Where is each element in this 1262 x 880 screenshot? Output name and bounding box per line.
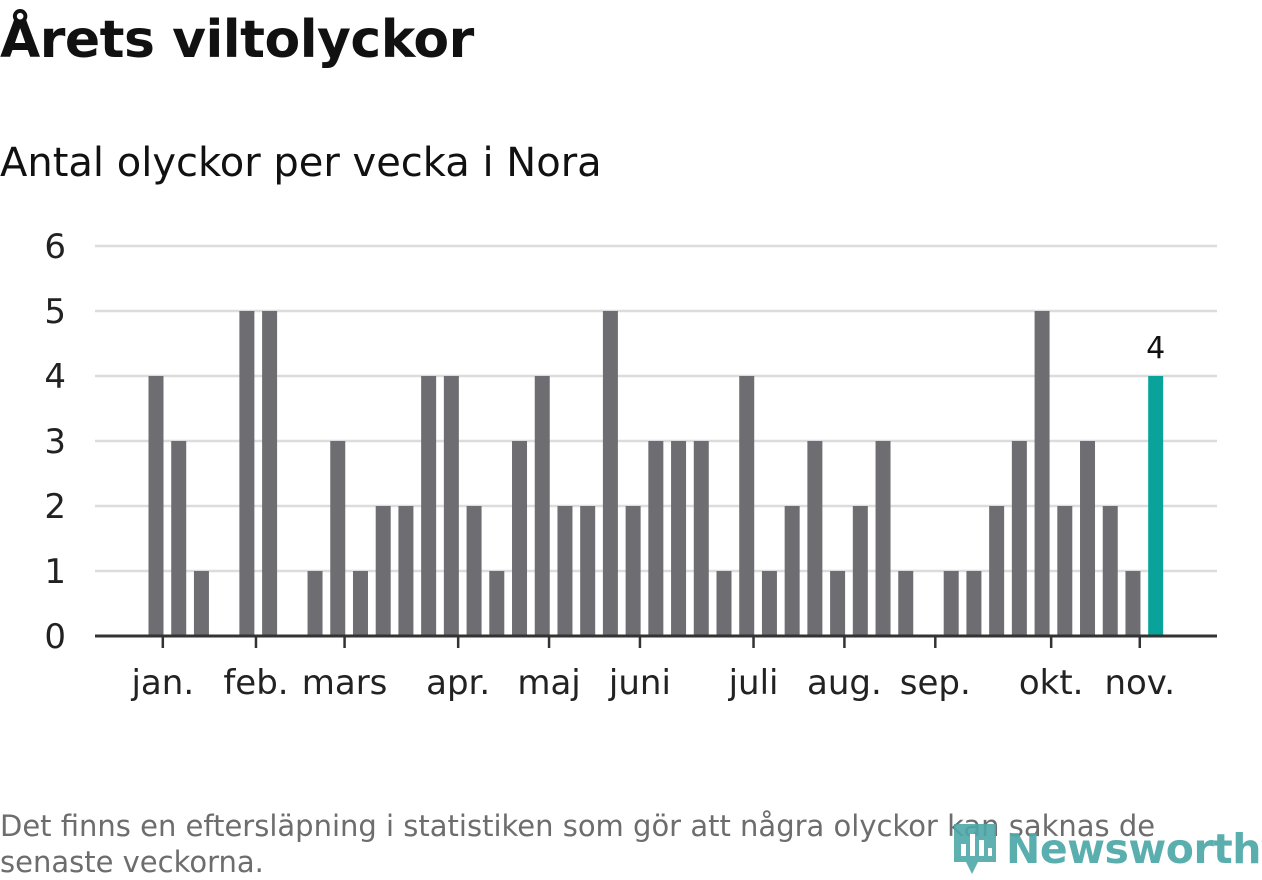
bar [580, 506, 596, 636]
y-tick-label: 1 [44, 552, 66, 592]
bar [625, 506, 641, 636]
x-tick-label: mars [302, 663, 388, 703]
bar [375, 506, 391, 636]
bar-chart: 0 1 2 3 4 5 6 jan. feb. mars apr. maj juni juli aug. s… [44, 227, 1217, 703]
bar-current-week [1148, 376, 1164, 636]
x-tick-label: nov. [1104, 663, 1175, 703]
bar [648, 441, 664, 636]
y-tick-label: 0 [44, 617, 66, 657]
bar [557, 506, 573, 636]
chart-title: Årets viltolyckor [0, 10, 474, 70]
bar [443, 376, 459, 636]
bar [671, 441, 687, 636]
y-tick-label: 4 [44, 357, 66, 397]
bar [1057, 506, 1073, 636]
current-week-value-label: 4 [1146, 331, 1165, 366]
bar [171, 441, 187, 636]
bar [966, 571, 982, 636]
y-tick-label: 5 [44, 292, 66, 332]
x-tick-label: apr. [426, 663, 490, 703]
bar [1011, 441, 1027, 636]
newsworthy-logo: Newsworthy [950, 820, 1262, 878]
bar [1034, 311, 1050, 636]
bar [716, 571, 732, 636]
bar [148, 376, 164, 636]
bar [489, 571, 505, 636]
bars [148, 311, 1164, 636]
bar [602, 311, 618, 636]
bar [193, 571, 209, 636]
x-tick-label: okt. [1019, 663, 1084, 703]
x-tick-label: juli [728, 663, 779, 703]
bar [875, 441, 891, 636]
y-axis-ticks: 0 1 2 3 4 5 6 [44, 227, 66, 657]
bar [830, 571, 846, 636]
bar [852, 506, 868, 636]
bar [761, 571, 777, 636]
bar [1102, 506, 1118, 636]
x-tick-label: maj [517, 663, 580, 703]
bar [693, 441, 709, 636]
bar [239, 311, 255, 636]
bar [943, 571, 959, 636]
bar [352, 571, 368, 636]
bar-chart-logo-icon [954, 824, 996, 874]
bar [307, 571, 323, 636]
y-tick-label: 6 [44, 227, 66, 267]
bar [421, 376, 437, 636]
bar [807, 441, 823, 636]
x-tick-label: jan. [130, 663, 194, 703]
bar [466, 506, 482, 636]
bar [739, 376, 755, 636]
x-tick-label: aug. [807, 663, 882, 703]
bar [989, 506, 1005, 636]
y-tick-label: 3 [44, 422, 66, 462]
bar [898, 571, 914, 636]
bar [1125, 571, 1141, 636]
bar [262, 311, 278, 636]
x-tick-label: feb. [223, 663, 288, 703]
x-axis-month-ticks: jan. feb. mars apr. maj juni juli aug. sep. okt. n… [130, 636, 1175, 703]
bar [398, 506, 414, 636]
bar [784, 506, 800, 636]
bar [330, 441, 346, 636]
bar [1080, 441, 1096, 636]
data-labels: 4 [1146, 331, 1165, 366]
brand-name: Newsworthy [1006, 825, 1262, 873]
chart-subtitle: Antal olyckor per vecka i Nora [0, 140, 602, 186]
bar [534, 376, 550, 636]
x-tick-label: sep. [900, 663, 971, 703]
y-tick-label: 2 [44, 487, 66, 527]
x-tick-label: juni [608, 663, 671, 703]
bar [512, 441, 528, 636]
